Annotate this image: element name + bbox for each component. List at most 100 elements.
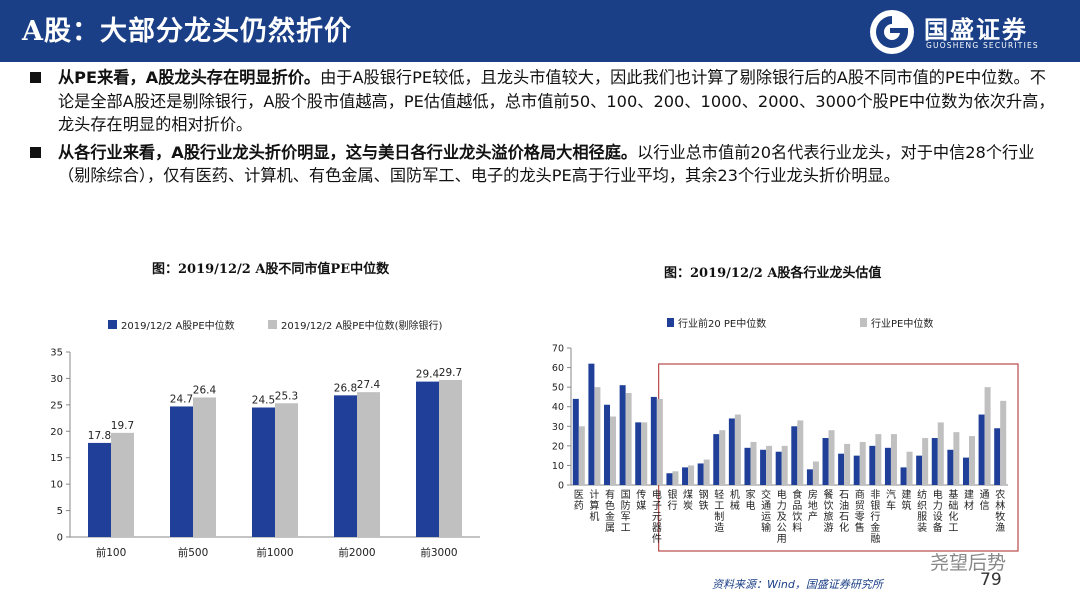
data-label: 26.4 (193, 384, 217, 396)
x-tick-label: 交通运输 (761, 488, 771, 534)
x-tick-label: 机械 (730, 488, 740, 512)
bar (703, 459, 710, 485)
bar (760, 449, 767, 485)
data-label: 19.7 (111, 420, 134, 432)
bar (828, 430, 835, 485)
x-tick-label: 煤炭 (683, 488, 693, 512)
x-tick-label: 餐饮旅游 (824, 488, 834, 534)
x-tick-label: 电力设备 (933, 488, 943, 534)
bar (625, 393, 632, 485)
watermark: 尧望后势 (930, 552, 1007, 574)
x-tick-label: 银行 (667, 488, 677, 512)
bar (812, 461, 819, 485)
legend-label: 行业PE中位数 (871, 317, 933, 330)
x-tick-label: 石油石化 (839, 490, 849, 534)
bar (781, 445, 788, 485)
source-note: 资料来源：Wind，国盛证券研究所 (712, 578, 883, 591)
bar (875, 434, 882, 485)
paragraph-lead: 从PE来看，A股龙头存在明显折价。 (58, 68, 321, 87)
data-label: 24.7 (170, 393, 193, 405)
bar (88, 442, 111, 537)
x-tick-label: 轻工制造 (714, 488, 724, 534)
bar (656, 398, 663, 485)
page-number: 79 (980, 570, 1002, 590)
data-label: 17.8 (88, 430, 111, 442)
data-label: 25.3 (275, 390, 298, 402)
x-tick-label: 非银行金融 (870, 489, 880, 545)
legend-label: 行业前20 PE中位数 (678, 317, 766, 330)
x-tick-label: 前2000 (338, 546, 375, 559)
x-tick-label: 通信 (980, 489, 990, 512)
y-tick-label: 50 (552, 383, 564, 394)
y-tick-label: 10 (50, 480, 63, 491)
x-tick-label: 农林牧渔 (995, 488, 1005, 534)
bar (688, 465, 695, 485)
x-tick-label: 基础化工 (948, 488, 958, 534)
x-tick-label: 建筑 (902, 488, 912, 512)
x-tick-label: 汽车 (886, 488, 896, 512)
square-bullet-icon (30, 146, 41, 158)
bar (666, 473, 673, 485)
bar (750, 441, 757, 485)
bar (252, 407, 275, 537)
logo-subtext: GUOSHENG SECURITIES (926, 41, 1039, 50)
data-label: 26.8 (334, 382, 357, 394)
bar (937, 422, 944, 485)
bar (728, 418, 735, 485)
bar (641, 422, 648, 485)
bar (844, 443, 851, 485)
bar (947, 449, 954, 485)
bar (275, 403, 298, 537)
bar (916, 455, 923, 485)
bar (713, 434, 720, 485)
x-tick-label: 电子元器件 (652, 488, 662, 545)
legend-label: 2019/12/2 A股PE中位数(剔除银行) (281, 319, 443, 332)
x-tick-label: 前500 (178, 546, 209, 559)
x-tick-label: 食品饮料 (792, 488, 802, 534)
bar (962, 457, 969, 485)
bar (1000, 400, 1007, 485)
bar (682, 467, 689, 485)
chart-industry-pe: 行业前20 PE中位数 行业PE中位数 0 10 20 30 40 50 60 70 医药计算机有色… (552, 317, 1019, 552)
paragraph-pe: 从PE来看，A股龙头存在明显折价。由于A股银行PE较低，且龙头市值较大，因此我们… (26, 66, 1056, 137)
bar (619, 385, 626, 485)
bar (775, 451, 782, 485)
data-label: 27.4 (357, 379, 381, 391)
bar (838, 453, 845, 485)
bar (610, 416, 617, 485)
y-tick-label: 40 (552, 402, 564, 413)
bar (766, 445, 773, 485)
bar (931, 438, 938, 485)
bar (697, 463, 704, 485)
data-label: 29.4 (416, 369, 440, 381)
bar (416, 381, 439, 537)
logo: 国盛证券 GUOSHENG SECURITIES (870, 8, 1070, 56)
bar (334, 395, 357, 537)
bar (604, 404, 611, 485)
bar (900, 467, 907, 485)
x-tick-label: 纺织服装 (917, 488, 927, 534)
x-tick-label: 前3000 (420, 546, 457, 559)
logo-icon (870, 10, 914, 54)
x-tick-label: 计算机 (589, 488, 599, 523)
x-tick-label: 前1000 (256, 546, 293, 559)
header-bar: A股：大部分龙头仍然折价 国盛证券 GUOSHENG SECURITIES (0, 0, 1080, 62)
x-tick-label: 房地产 (808, 488, 818, 523)
bar (744, 447, 751, 485)
bar (859, 441, 866, 485)
chart-market-cap-pe: 2019/12/2 A股PE中位数 2019/12/2 A股PE中位数(剔除银行)… (50, 319, 480, 559)
y-tick-label: 5 (57, 506, 63, 517)
y-tick-label: 20 (50, 427, 63, 438)
bar (170, 406, 193, 537)
x-tick-label: 国防军工 (621, 489, 631, 534)
logo-text: 国盛证券 (924, 16, 1028, 44)
bar (635, 422, 642, 485)
legend-swatch (268, 320, 277, 329)
bar (588, 363, 595, 485)
bar (439, 380, 462, 537)
legend-swatch (667, 318, 674, 327)
x-tick-label: 建材 (964, 488, 974, 512)
data-label: 29.7 (439, 367, 462, 379)
bar (357, 392, 380, 537)
bar (978, 414, 985, 485)
